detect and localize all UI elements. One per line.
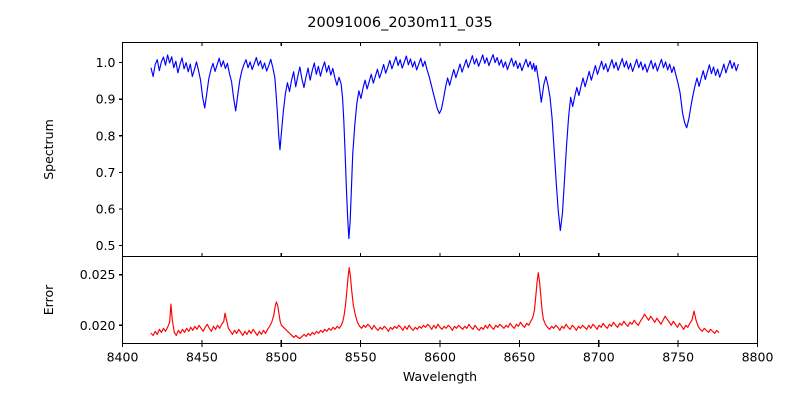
x-tick-label: 8700 bbox=[583, 350, 615, 365]
y-axis-label-spectrum: Spectrum bbox=[41, 119, 56, 180]
x-tick-label: 8450 bbox=[186, 350, 218, 365]
x-tick-label: 8600 bbox=[424, 350, 456, 365]
panel-error: 8400 8450 8500 8550 8600 8650 8700 8750 8800 0.02… bbox=[41, 255, 774, 365]
x-tick-label: 8750 bbox=[662, 350, 694, 365]
panel-frame-error bbox=[121, 255, 759, 345]
x-tick-label: 8400 bbox=[107, 350, 139, 365]
panel-frame-spectrum bbox=[121, 41, 759, 258]
y-tick-label: 1.0 bbox=[96, 55, 116, 70]
panels-root: 0.5 0.6 0.7 0.8 0.9 1.0 Spectrum 8400 8450 8500 85… bbox=[41, 41, 774, 384]
data-series-error bbox=[150, 267, 720, 340]
y-tick-label: 0.9 bbox=[96, 92, 116, 107]
x-tick-label: 8800 bbox=[742, 350, 774, 365]
panel-spectrum: 0.5 0.6 0.7 0.8 0.9 1.0 Spectrum bbox=[41, 41, 759, 258]
x-tick-label: 8500 bbox=[265, 350, 297, 365]
x-axis-label: Wavelength bbox=[403, 369, 477, 384]
x-tick-label: 8550 bbox=[345, 350, 377, 365]
y-tick-label: 0.5 bbox=[96, 238, 116, 253]
page-title: 20091006_2030m11_035 bbox=[307, 15, 492, 31]
y-tick-label: 0.6 bbox=[96, 201, 116, 216]
x-tick-label: 8650 bbox=[503, 350, 535, 365]
data-series-spectrum bbox=[150, 53, 739, 240]
y-tick-label: 0.025 bbox=[80, 267, 116, 282]
y-tick-label: 0.8 bbox=[96, 128, 116, 143]
y-axis-label-error: Error bbox=[41, 284, 56, 315]
y-tick-label: 0.020 bbox=[80, 318, 116, 333]
y-tick-label: 0.7 bbox=[96, 165, 116, 180]
